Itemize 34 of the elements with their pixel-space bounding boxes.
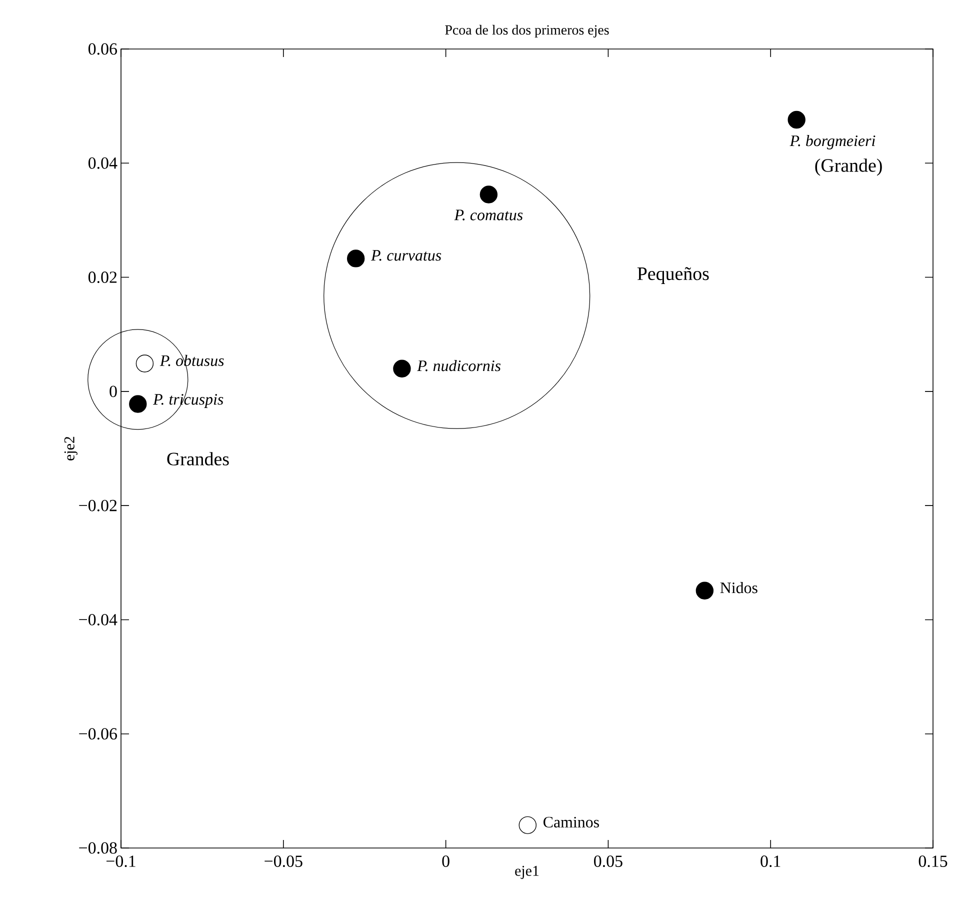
point bbox=[518, 816, 537, 834]
x-tick-label: 0.1 bbox=[760, 856, 780, 868]
annotation: (Grande) bbox=[815, 158, 882, 176]
y-tick-label: −0.04 bbox=[79, 614, 118, 626]
y-tick-label: −0.02 bbox=[79, 500, 117, 512]
annotation: Grandes bbox=[167, 452, 229, 466]
point bbox=[788, 110, 806, 129]
x-tick-label: 0 bbox=[442, 856, 450, 867]
y-axis-title: eje2 bbox=[64, 436, 78, 460]
annotation: Nidos bbox=[720, 582, 758, 594]
y-tick-label: 0 bbox=[110, 386, 117, 398]
x-tick-label: 0.15 bbox=[918, 856, 948, 868]
y-tick-label: −0.06 bbox=[79, 728, 117, 740]
point bbox=[480, 186, 498, 204]
annotation: P. curvatus bbox=[370, 250, 442, 261]
annotation: Pequeños bbox=[637, 267, 709, 284]
annotation: P. nudicornis bbox=[417, 360, 501, 372]
x-tick-label: −0.05 bbox=[264, 856, 302, 868]
x-axis-title: eje1 bbox=[515, 866, 539, 879]
y-tick-label: 0.06 bbox=[88, 43, 117, 55]
point bbox=[346, 250, 365, 268]
point bbox=[393, 360, 411, 378]
point bbox=[696, 582, 714, 600]
x-tick-label: 0.05 bbox=[594, 856, 622, 868]
annotation: P. borgmeieri bbox=[790, 134, 876, 150]
y-tick-label: −0.08 bbox=[79, 842, 117, 854]
y-tick-label: 0.02 bbox=[88, 272, 117, 284]
point bbox=[129, 395, 147, 413]
chart-title: Pcoa de los dos primeros ejes bbox=[445, 24, 609, 38]
point bbox=[136, 354, 154, 372]
annotation: Caminos bbox=[544, 816, 599, 828]
x-tick-label: −0.1 bbox=[106, 856, 136, 868]
y-tick-label: 0.04 bbox=[88, 157, 118, 169]
annotation: P. comatus bbox=[454, 210, 523, 220]
